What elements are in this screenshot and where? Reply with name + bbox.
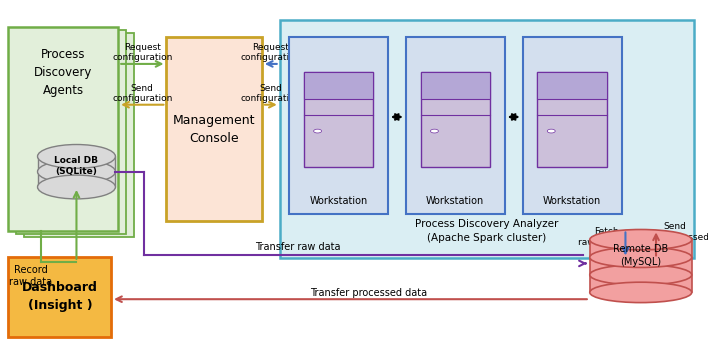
Text: Fetch
raw data: Fetch raw data bbox=[578, 227, 618, 247]
Text: Request
configuration: Request configuration bbox=[241, 43, 301, 62]
Ellipse shape bbox=[590, 247, 692, 268]
FancyBboxPatch shape bbox=[38, 156, 115, 187]
Text: Process
Discovery
Agents: Process Discovery Agents bbox=[34, 48, 93, 97]
Circle shape bbox=[547, 129, 555, 133]
FancyBboxPatch shape bbox=[590, 240, 692, 292]
Ellipse shape bbox=[590, 282, 692, 303]
Text: Local DB
(SQLite): Local DB (SQLite) bbox=[55, 156, 98, 176]
FancyBboxPatch shape bbox=[166, 37, 262, 221]
Ellipse shape bbox=[38, 175, 115, 199]
FancyBboxPatch shape bbox=[280, 20, 694, 258]
Ellipse shape bbox=[38, 144, 115, 168]
Text: Workstation: Workstation bbox=[426, 195, 484, 206]
FancyBboxPatch shape bbox=[406, 37, 505, 214]
FancyBboxPatch shape bbox=[421, 72, 490, 167]
Text: Send
processed
data: Send processed data bbox=[663, 222, 708, 252]
FancyBboxPatch shape bbox=[537, 72, 607, 99]
Text: Record
raw data: Record raw data bbox=[9, 265, 52, 287]
Text: Send
configuration: Send configuration bbox=[112, 84, 173, 103]
Text: Management
Console: Management Console bbox=[173, 114, 256, 145]
Text: Transfer processed data: Transfer processed data bbox=[309, 288, 427, 298]
FancyBboxPatch shape bbox=[24, 33, 134, 237]
FancyBboxPatch shape bbox=[16, 30, 126, 234]
Ellipse shape bbox=[38, 160, 115, 184]
Ellipse shape bbox=[590, 265, 692, 285]
Circle shape bbox=[314, 129, 321, 133]
Circle shape bbox=[430, 129, 438, 133]
Text: Dashboard
(Insight ): Dashboard (Insight ) bbox=[22, 281, 98, 312]
FancyBboxPatch shape bbox=[289, 37, 388, 214]
FancyBboxPatch shape bbox=[421, 72, 490, 99]
Text: Process Discovery Analyzer
(Apache Spark cluster): Process Discovery Analyzer (Apache Spark… bbox=[415, 219, 559, 243]
Text: Request
configuration: Request configuration bbox=[112, 43, 173, 62]
FancyBboxPatch shape bbox=[304, 72, 373, 167]
FancyBboxPatch shape bbox=[8, 27, 118, 231]
Text: Workstation: Workstation bbox=[543, 195, 601, 206]
FancyBboxPatch shape bbox=[8, 257, 111, 337]
Text: Remote DB
(MySQL): Remote DB (MySQL) bbox=[613, 244, 668, 267]
Text: Workstation: Workstation bbox=[309, 195, 367, 206]
Ellipse shape bbox=[590, 230, 692, 250]
Text: Transfer raw data: Transfer raw data bbox=[255, 242, 340, 252]
Text: Send
configuration: Send configuration bbox=[241, 84, 301, 103]
FancyBboxPatch shape bbox=[304, 72, 373, 99]
FancyBboxPatch shape bbox=[537, 72, 607, 167]
FancyBboxPatch shape bbox=[523, 37, 622, 214]
